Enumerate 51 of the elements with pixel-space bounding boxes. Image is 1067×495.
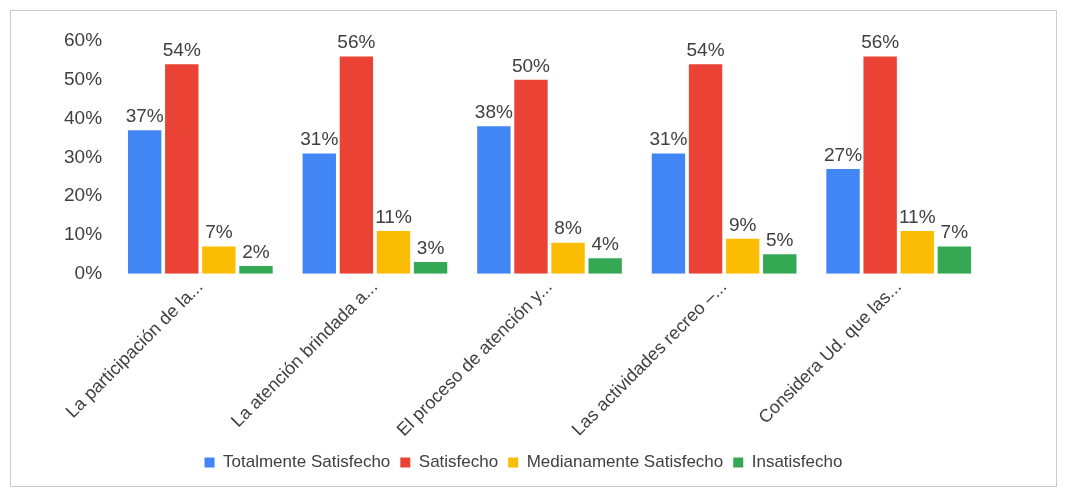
- data-label: 11%: [375, 205, 412, 227]
- data-label: 3%: [416, 236, 445, 258]
- bar: [239, 265, 273, 274]
- y-tick-label: 30%: [64, 145, 103, 167]
- bar: [202, 246, 236, 274]
- bar: [763, 254, 797, 274]
- data-label: 37%: [125, 104, 164, 126]
- y-tick-label: 50%: [64, 68, 103, 90]
- data-label: 54%: [686, 39, 725, 60]
- bar: [688, 64, 723, 274]
- data-label: 4%: [591, 232, 619, 254]
- bar: [651, 153, 686, 274]
- bar: [826, 168, 860, 274]
- data-label: 27%: [824, 143, 863, 165]
- bar: [514, 79, 548, 274]
- data-label: 2%: [242, 240, 270, 262]
- data-label: 7%: [940, 221, 969, 243]
- y-tick-label: 20%: [64, 184, 103, 206]
- bar: [165, 64, 199, 274]
- bar: [413, 262, 448, 274]
- data-label: 38%: [474, 101, 513, 123]
- bar: [900, 231, 934, 274]
- data-label: 54%: [162, 39, 201, 60]
- data-label: 8%: [554, 217, 582, 239]
- data-label: 9%: [728, 213, 757, 235]
- legend-label: Insatisfecho: [751, 452, 843, 472]
- data-label: 5%: [766, 229, 794, 251]
- data-label: 56%: [861, 31, 900, 53]
- data-label: 31%: [649, 128, 688, 150]
- bar: [937, 246, 972, 274]
- bar: [302, 153, 336, 274]
- bar: [127, 130, 162, 274]
- legend-label: Medianamente Satisfecho: [526, 452, 724, 472]
- bar: [376, 231, 411, 274]
- bar: [551, 242, 585, 274]
- data-label: 56%: [337, 31, 376, 53]
- y-tick-label: 60%: [64, 29, 103, 51]
- data-label: 7%: [205, 221, 233, 243]
- y-tick-label: 10%: [64, 223, 103, 245]
- bar: [588, 258, 622, 274]
- bar: [863, 56, 897, 274]
- bar: [339, 56, 374, 274]
- data-label: 31%: [300, 128, 339, 150]
- legend-label: Satisfecho: [418, 452, 499, 472]
- data-label: 50%: [511, 54, 551, 76]
- y-tick-label: 0%: [74, 261, 103, 283]
- data-label: 11%: [898, 205, 936, 227]
- bar: [477, 126, 511, 274]
- bar: [725, 238, 760, 274]
- y-tick-label: 40%: [64, 106, 103, 128]
- legend-label: Totalmente Satisfecho: [223, 452, 391, 472]
